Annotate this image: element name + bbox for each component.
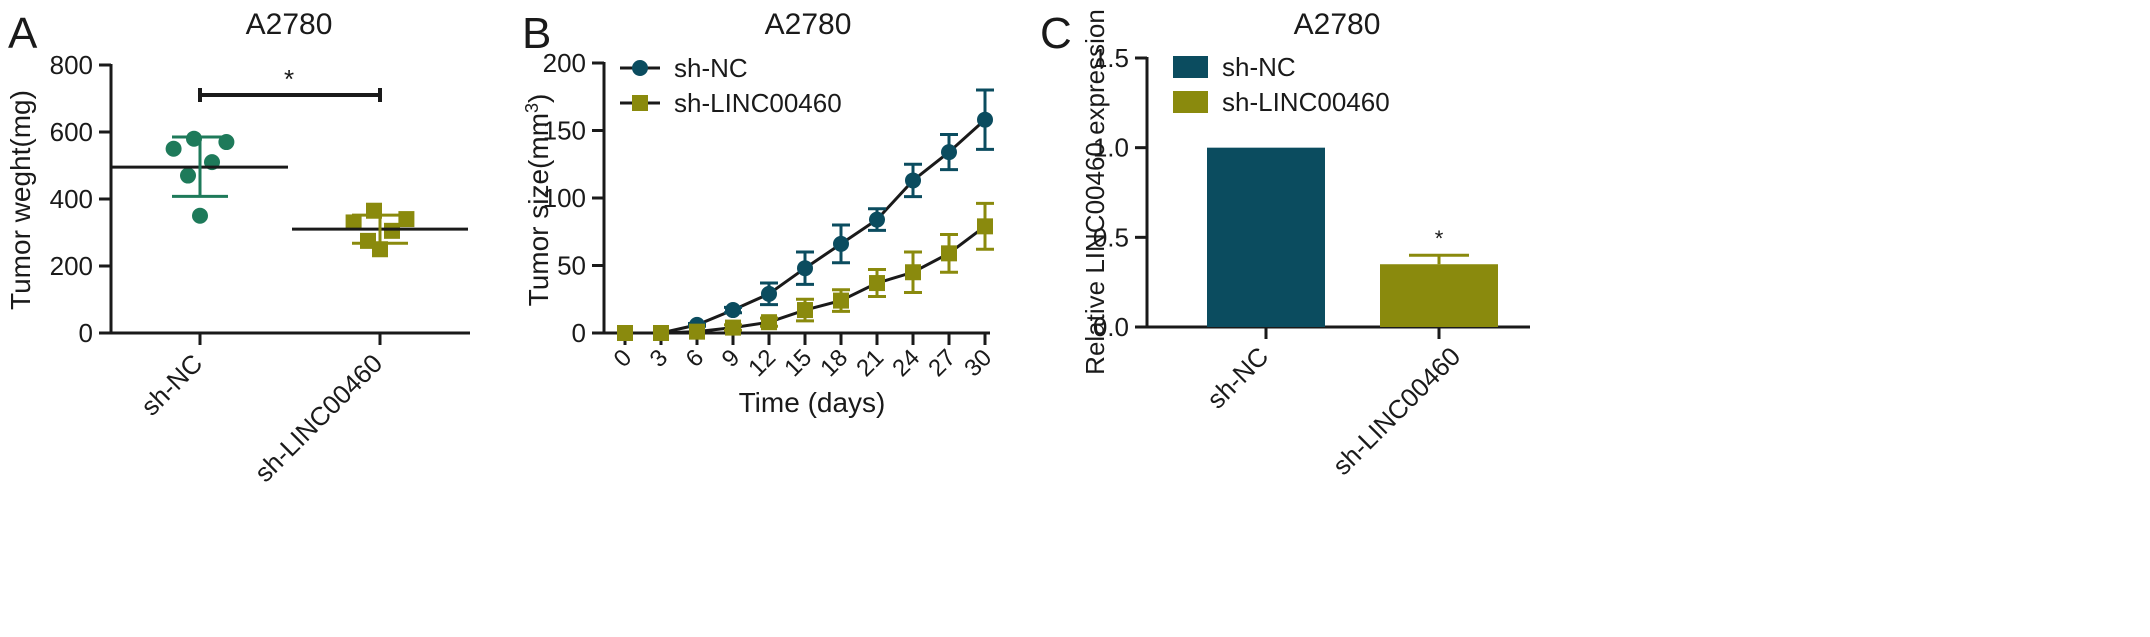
panel-a-y-tick-label: 600 xyxy=(50,117,93,147)
panel-a-point xyxy=(192,207,208,224)
panel-c-marks xyxy=(1207,147,1498,327)
legend-label-sh-linc00460: sh-LINC00460 xyxy=(674,88,842,118)
legend-marker-sh-nc xyxy=(632,60,648,76)
panel-c-y-tick-label: 0.5 xyxy=(1093,222,1129,252)
panel-a-point xyxy=(384,222,400,239)
panel-b-point xyxy=(941,245,957,262)
panel-b-point xyxy=(761,285,777,302)
panel-b-y-axis-label-superscript: 3 xyxy=(522,103,542,113)
panel-b-x-tick-label: 12 xyxy=(743,344,781,382)
panel-b-y-tick-label: 200 xyxy=(543,48,586,78)
panel-c-y-tick-label: 1.0 xyxy=(1093,133,1129,163)
panel-c-title: A2780 xyxy=(1294,8,1381,41)
panel-b-x-tick-label: 15 xyxy=(779,344,817,382)
panel-b-point xyxy=(725,302,741,319)
legend-label-sh-linc00460: sh-LINC00460 xyxy=(1222,87,1390,117)
panel-b-point xyxy=(833,292,849,309)
panel-b-point xyxy=(797,302,813,319)
panel-b-x-axis-label: Time (days) xyxy=(739,387,886,418)
panel-b-y-tick-label: 150 xyxy=(543,116,586,146)
panel-b-y-axis-label-end: ) xyxy=(523,94,554,103)
panel-a-axes: 0 200 400 600 800 xyxy=(50,50,470,348)
panel-c-x-tick-label: sh-LINC00460 xyxy=(1326,341,1466,481)
panel-b-x-tick-label: 3 xyxy=(645,344,674,373)
panel-a-y-tick-label: 400 xyxy=(50,184,93,214)
legend-swatch-sh-linc00460 xyxy=(1173,91,1208,113)
panel-a-marks xyxy=(112,88,468,258)
panel-a-y-tick-label: 0 xyxy=(79,318,93,348)
panel-b-y-tick-label: 100 xyxy=(543,183,586,213)
panel-a-y-axis-label: Tumor weght(mg) xyxy=(5,90,36,310)
panel-b-x-tick-label: 24 xyxy=(887,344,925,382)
panel-b-point xyxy=(653,325,669,341)
panel-a-point xyxy=(360,232,376,249)
panel-a-letter: A xyxy=(8,9,38,58)
panel-b-point xyxy=(941,144,957,161)
panel-b-point xyxy=(869,275,885,292)
panel-b-point xyxy=(689,323,705,340)
legend-marker-sh-linc00460 xyxy=(632,95,648,111)
panel-c-y-axis-label: Relative LINC00460 expression xyxy=(1080,9,1110,375)
panel-b-x-tick-label: 0 xyxy=(609,344,638,373)
panel-c-bar xyxy=(1380,264,1498,327)
panel-b-point xyxy=(617,325,633,341)
panel-b-letter: B xyxy=(522,9,551,58)
panel-b-point xyxy=(977,111,993,128)
panel-b-point xyxy=(905,172,921,189)
panel-b-point xyxy=(797,260,813,277)
panel-c: C A2780 0.0 0.5 1.0 1.5 Relative LINC00460 … xyxy=(1040,8,1530,481)
panel-a-point xyxy=(345,214,362,231)
panel-b-point xyxy=(977,218,993,235)
panel-a-point xyxy=(398,211,415,228)
panel-c-bar xyxy=(1207,147,1325,327)
panel-a-y-tick-label: 800 xyxy=(50,50,93,80)
panel-a-title: A2780 xyxy=(246,8,333,41)
panel-b-x-tick-label: 18 xyxy=(815,344,853,382)
panel-c-letter: C xyxy=(1040,9,1072,58)
panel-b-y-axis-label-main: Tumor size(mm xyxy=(523,113,554,306)
panel-c-x-tick-label: sh-NC xyxy=(1201,341,1274,414)
legend-label-sh-nc: sh-NC xyxy=(1222,52,1296,82)
panel-b-x-tick-label: 6 xyxy=(681,344,710,373)
panel-b-point xyxy=(905,264,921,281)
panel-b-point xyxy=(761,314,777,331)
panel-b-legend: sh-NC sh-LINC00460 xyxy=(620,53,842,118)
legend-label-sh-nc: sh-NC xyxy=(674,53,748,83)
panel-c-axes: 0.0 0.5 1.0 1.5 xyxy=(1093,43,1530,342)
panel-b-x-tick-label: 30 xyxy=(959,344,997,382)
panel-b-marks xyxy=(617,88,994,341)
panel-b-x-tick-label: 21 xyxy=(851,344,889,382)
panel-c-y-tick-label: 0.0 xyxy=(1093,312,1129,342)
panel-c-y-tick-label: 1.5 xyxy=(1093,43,1129,73)
panel-c-legend: sh-NC sh-LINC00460 xyxy=(1173,52,1390,117)
panel-a-point xyxy=(186,130,202,147)
panel-b-x-tick-label: 9 xyxy=(717,344,746,373)
panel-a-significance-star: * xyxy=(284,64,294,94)
panel-b-point xyxy=(725,319,741,336)
panel-b-x-tick-label: 27 xyxy=(923,344,961,382)
panel-b-y-tick-label: 50 xyxy=(557,251,586,281)
panel-b-y-axis-label: Tumor size(mm3) xyxy=(522,94,554,307)
panel-b-title: A2780 xyxy=(765,8,852,41)
panel-a-x-tick-label: sh-LINC00460 xyxy=(248,348,388,488)
panel-c-significance-star: * xyxy=(1435,226,1444,251)
panel-a-y-tick-label: 200 xyxy=(50,251,93,281)
panel-a-x-tick-label: sh-NC xyxy=(135,348,208,421)
panel-a: A A2780 0 200 400 600 800 Tumor weght(mg) sh… xyxy=(5,8,470,488)
panel-b-point xyxy=(833,235,849,252)
panel-b-y-tick-label: 0 xyxy=(572,318,586,348)
panel-b-point xyxy=(869,211,885,228)
panel-a-point xyxy=(180,167,196,184)
legend-swatch-sh-nc xyxy=(1173,56,1208,78)
panel-a-point xyxy=(165,140,182,157)
